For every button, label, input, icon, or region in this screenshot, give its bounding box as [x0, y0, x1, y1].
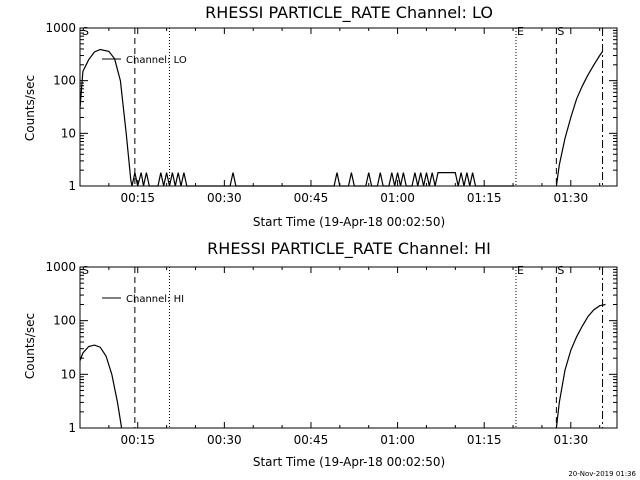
x-tick-label: 01:15 [467, 191, 502, 205]
series-line [131, 172, 514, 187]
y-tick-label: 10 [61, 367, 76, 381]
y-tick-label: 1 [68, 179, 76, 193]
chart-title: RHESSI PARTICLE_RATE Channel: LO [205, 3, 493, 23]
x-tick-label: 00:15 [120, 433, 155, 447]
series-line [79, 48, 133, 187]
series-line [555, 303, 606, 429]
legend-label: Channel: HI [126, 294, 184, 305]
x-axis-label: Start Time (19-Apr-18 00:02:50) [253, 455, 445, 469]
marker-label-s: S [557, 25, 564, 38]
plot-frame [79, 266, 618, 429]
panel-lo: RHESSI PARTICLE_RATE Channel: LO Start T… [23, 3, 618, 229]
y-axis-label: Counts/sec [23, 75, 37, 141]
x-tick-label: 01:15 [467, 433, 502, 447]
x-tick-label: 01:00 [380, 191, 415, 205]
x-tick-label: 01:00 [380, 433, 415, 447]
x-tick-label: 00:15 [120, 191, 155, 205]
marker-label-s: S [557, 264, 564, 277]
series-line [79, 344, 123, 429]
series-line [555, 51, 604, 187]
x-tick-label: 01:30 [554, 433, 589, 447]
panel-hi: RHESSI PARTICLE_RATE Channel: HI Start T… [23, 239, 618, 469]
marker-label-s: S [82, 264, 89, 277]
x-tick-label: 00:45 [294, 191, 329, 205]
chart-title: RHESSI PARTICLE_RATE Channel: HI [207, 239, 491, 259]
y-tick-label: 10 [61, 126, 76, 140]
marker-label-e: E [517, 25, 524, 38]
x-axis-label: Start Time (19-Apr-18 00:02:50) [253, 215, 445, 229]
y-tick-label: 1000 [45, 21, 76, 35]
y-tick-label: 1 [68, 421, 76, 435]
plot-frame [79, 27, 618, 187]
timestamp-stamp: 20-Nov-2019 01:36 [568, 470, 636, 478]
y-axis-label: Counts/sec [23, 313, 37, 379]
x-tick-label: 01:30 [554, 191, 589, 205]
y-tick-label: 100 [53, 314, 76, 328]
y-tick-label: 1000 [45, 260, 76, 274]
x-tick-label: 00:30 [207, 433, 242, 447]
x-tick-label: 00:30 [207, 191, 242, 205]
x-tick-label: 00:45 [294, 433, 329, 447]
marker-label-e: E [517, 264, 524, 277]
y-tick-label: 100 [53, 74, 76, 88]
marker-label-s: S [82, 25, 89, 38]
legend-label: Channel: LO [126, 55, 187, 66]
